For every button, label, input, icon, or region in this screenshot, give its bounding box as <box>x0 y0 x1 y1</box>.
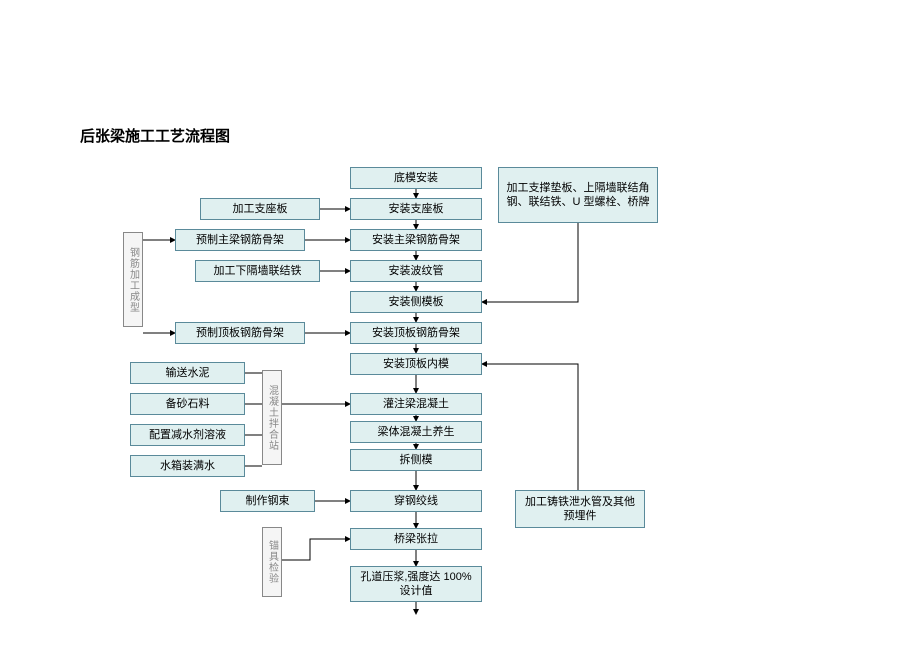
node-n_topright: 加工支撑垫板、上隔墙联结角钢、联结铁、U 型螺栓、桥牌 <box>498 167 658 223</box>
node-n_zzgs: 制作钢束 <box>220 490 315 512</box>
node-n_azzl: 安装主梁钢筋骨架 <box>350 229 482 251</box>
node-n_azbwg: 安装波纹管 <box>350 260 482 282</box>
node-n_jgxg: 加工下隔墙联结铁 <box>195 260 320 282</box>
node-n_azdbgj: 安装顶板钢筋骨架 <box>350 322 482 344</box>
node-n_qlzl: 桥梁张拉 <box>350 528 482 550</box>
node-n_sssn: 输送水泥 <box>130 362 245 384</box>
node-n_azcmb: 安装侧模板 <box>350 291 482 313</box>
node-n_lthys: 梁体混凝土养生 <box>350 421 482 443</box>
node-n_bssl: 备砂石料 <box>130 393 245 415</box>
vlabel-vl_hnt: 混凝土拌合站 <box>262 370 282 465</box>
node-n_kdyj: 孔道压浆,强度达 100%设计值 <box>350 566 482 602</box>
node-n_azzzb: 安装支座板 <box>350 198 482 220</box>
node-n_gzlnh: 灌注梁混凝土 <box>350 393 482 415</box>
page-title: 后张梁施工工艺流程图 <box>80 125 230 146</box>
node-n_sxzms: 水箱装满水 <box>130 455 245 477</box>
node-n_dimu: 底模安装 <box>350 167 482 189</box>
node-n_jgzt: 加工铸铁泄水管及其他预埋件 <box>515 490 645 528</box>
vlabel-vl_mjjy: 锚具检验 <box>262 527 282 597</box>
node-n_jgzzb: 加工支座板 <box>200 198 320 220</box>
node-n_cgjx: 穿钢绞线 <box>350 490 482 512</box>
node-n_pzjsj: 配置减水剂溶液 <box>130 424 245 446</box>
node-n_azdbnm: 安装顶板内模 <box>350 353 482 375</box>
node-n_yzzl: 预制主梁钢筋骨架 <box>175 229 305 251</box>
vlabel-vl_gjjg: 钢筋加工成型 <box>123 232 143 327</box>
node-n_ccm: 拆侧模 <box>350 449 482 471</box>
node-n_yzdb: 预制顶板钢筋骨架 <box>175 322 305 344</box>
